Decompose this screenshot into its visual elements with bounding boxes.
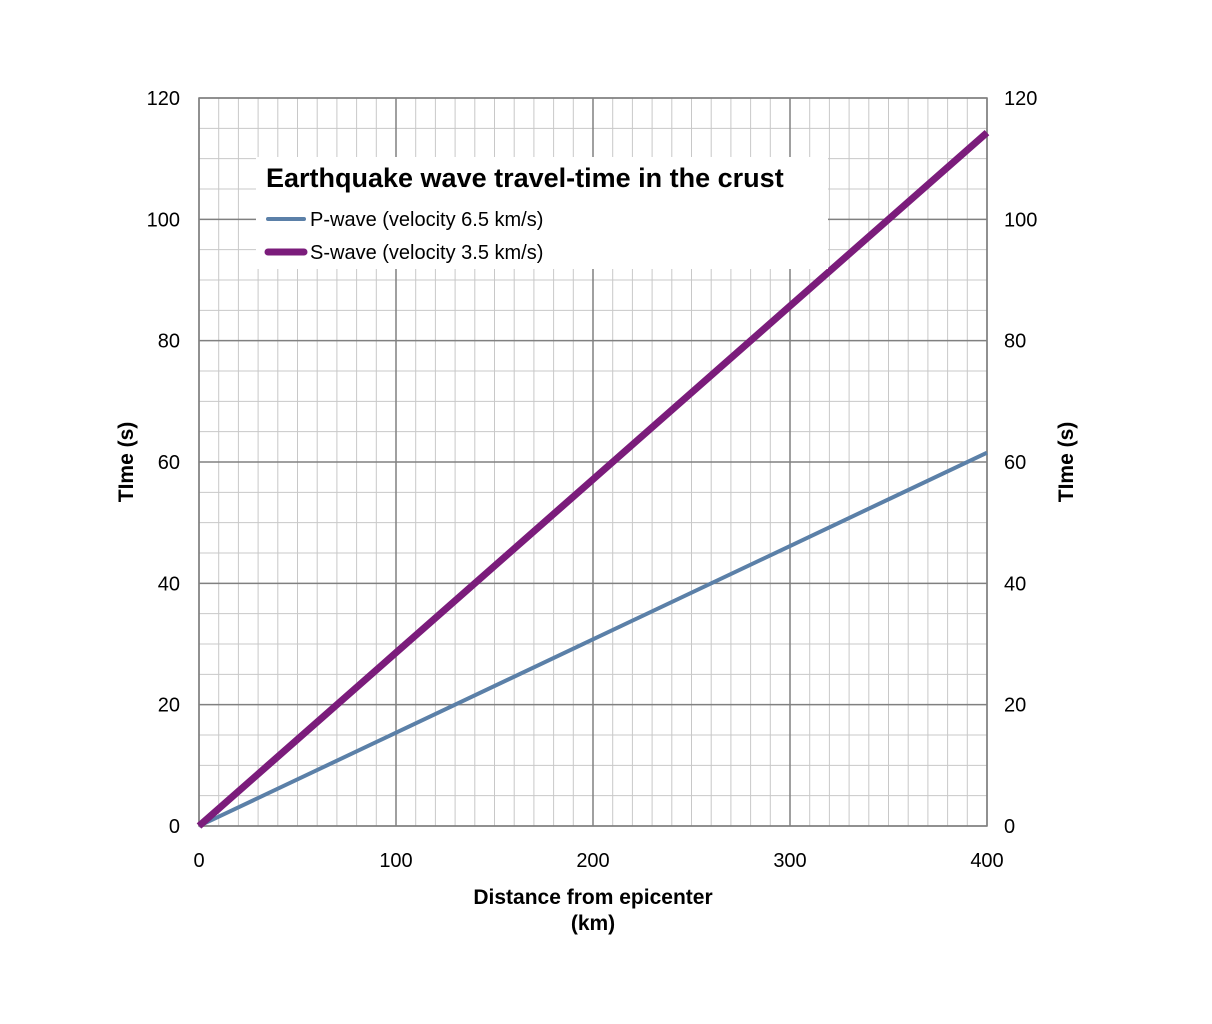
y-tick-label-left: 120 [147, 88, 180, 110]
y-axis-title-left: TIme (s) [115, 422, 138, 503]
series-line-s-wave [196, 130, 990, 829]
y-tick-label-right: 40 [1004, 573, 1026, 595]
chart-title: Earthquake wave travel-time in the crust [266, 163, 784, 193]
plot-frame [198, 97, 988, 827]
y-axis-title-right: TIme (s) [1055, 422, 1078, 503]
y-tick-label-left: 100 [147, 209, 180, 231]
x-tick-label: 400 [970, 850, 1003, 872]
y-tick-label-right: 100 [1004, 209, 1037, 231]
x-axis-title-line1: Distance from epicenter [473, 886, 712, 909]
x-tick-labels: 0 100 200 300 400 [193, 850, 1003, 872]
x-tick-label: 100 [379, 850, 412, 872]
y-tick-label-left: 0 [169, 816, 180, 838]
y-tick-labels-right: 0 20 40 60 80 100 120 [1004, 88, 1037, 838]
y-tick-label-right: 0 [1004, 816, 1015, 838]
y-tick-label-left: 40 [158, 573, 180, 595]
series-lines [196, 130, 990, 829]
series-line-p-wave [198, 450, 988, 828]
x-tick-label: 200 [576, 850, 609, 872]
legend: Earthquake wave travel-time in the crust… [256, 157, 828, 269]
x-tick-label: 0 [193, 850, 204, 872]
y-tick-label-left: 60 [158, 452, 180, 474]
legend-background [256, 157, 828, 269]
y-tick-label-right: 80 [1004, 331, 1026, 353]
y-tick-label-left: 20 [158, 695, 180, 717]
x-axis-title-line2: (km) [571, 912, 615, 935]
y-tick-label-left: 80 [158, 331, 180, 353]
y-tick-labels-left: 0 20 40 60 80 100 120 [147, 88, 180, 838]
legend-label-s-wave: S-wave (velocity 3.5 km/s) [310, 242, 543, 264]
x-tick-label: 300 [773, 850, 806, 872]
y-tick-label-right: 120 [1004, 88, 1037, 110]
y-tick-label-right: 60 [1004, 452, 1026, 474]
y-tick-label-right: 20 [1004, 695, 1026, 717]
legend-label-p-wave: P-wave (velocity 6.5 km/s) [310, 209, 543, 231]
